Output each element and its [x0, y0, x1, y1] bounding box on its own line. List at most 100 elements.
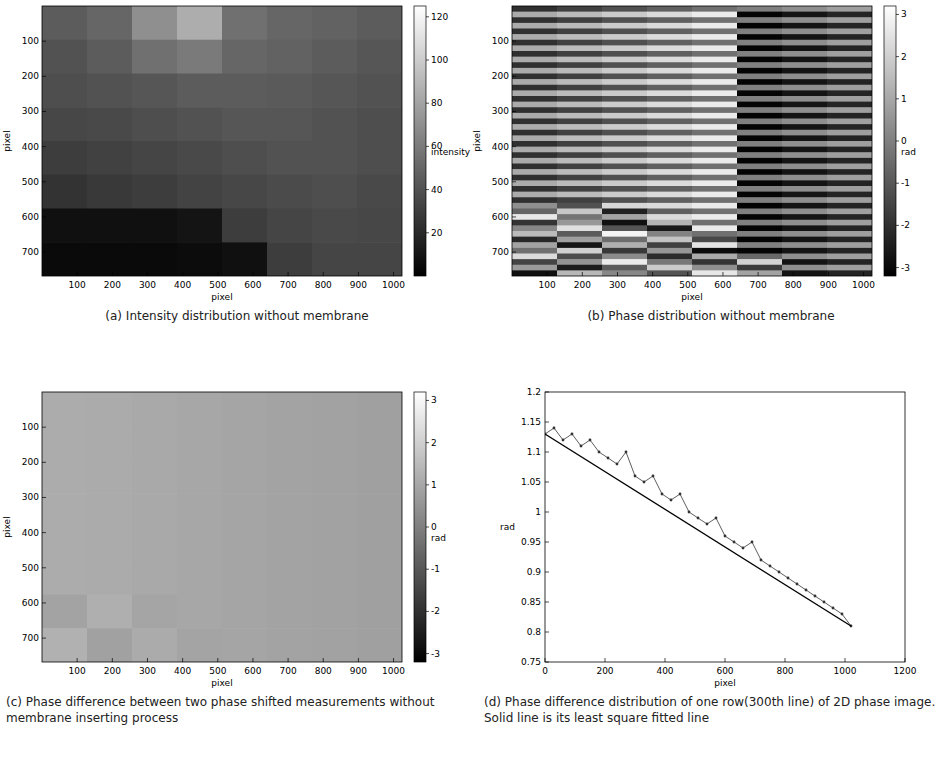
cell — [782, 40, 828, 46]
colorbar-tick-label: 40 — [431, 185, 443, 195]
y-axis-title: pixel — [472, 130, 482, 151]
cell — [602, 231, 648, 237]
cell — [782, 192, 828, 198]
x-tick-label: 900 — [350, 666, 367, 676]
cell — [177, 392, 223, 426]
y-tick-label: 700 — [492, 247, 509, 257]
y-tick — [545, 602, 549, 603]
cell — [737, 51, 783, 57]
caption: (b) Phase distribution without membrane — [478, 308, 944, 324]
cell — [557, 164, 603, 170]
cell — [602, 90, 648, 96]
cell — [647, 51, 693, 57]
x-tick — [725, 658, 726, 662]
cell — [312, 6, 358, 40]
cell — [132, 175, 178, 209]
cell — [512, 6, 558, 12]
cell — [692, 135, 738, 141]
cell — [782, 175, 828, 181]
y-tick — [42, 532, 46, 533]
x-tick-label: 600 — [714, 280, 731, 290]
cell — [42, 426, 88, 460]
cell — [312, 242, 358, 276]
cell — [737, 130, 783, 136]
y-tick — [42, 427, 46, 428]
cell — [177, 595, 223, 629]
cell — [87, 460, 133, 494]
cell — [357, 561, 402, 595]
cell — [557, 197, 603, 203]
cell — [557, 248, 603, 254]
cell — [512, 152, 558, 158]
cell — [557, 23, 603, 29]
cell — [737, 29, 783, 35]
cell — [557, 107, 603, 113]
cell — [782, 62, 828, 68]
cell — [692, 175, 738, 181]
cell — [357, 242, 402, 276]
y-tick-label: 100 — [492, 36, 509, 46]
cell — [827, 96, 872, 102]
cell — [312, 561, 358, 595]
y-tick — [512, 111, 516, 112]
y-tick — [545, 542, 549, 543]
cell — [512, 34, 558, 40]
cell — [737, 147, 783, 153]
cell — [557, 40, 603, 46]
cell — [647, 130, 693, 136]
cell — [132, 561, 178, 595]
colorbar-tick — [426, 146, 429, 147]
y-tick-label: 1.05 — [521, 477, 541, 487]
cell — [557, 180, 603, 186]
cell — [647, 96, 693, 102]
cell — [692, 186, 738, 192]
cell — [557, 6, 603, 12]
colorbar-tick-label: 80 — [431, 98, 443, 108]
x-tick — [147, 658, 148, 662]
cell — [647, 107, 693, 113]
cell — [512, 270, 558, 276]
cell — [737, 254, 783, 260]
cell — [692, 51, 738, 57]
cell — [512, 231, 558, 237]
y-tick — [42, 252, 46, 253]
y-tick — [512, 41, 516, 42]
cell — [557, 147, 603, 153]
cell — [557, 130, 603, 136]
cell — [647, 85, 693, 91]
cell — [512, 23, 558, 29]
colorbar-tick-label: -2 — [431, 606, 440, 616]
x-tick — [77, 658, 78, 662]
cell — [647, 113, 693, 119]
cell — [512, 74, 558, 80]
cell — [782, 29, 828, 35]
x-tick — [252, 658, 253, 662]
cell — [782, 17, 828, 23]
cell — [692, 85, 738, 91]
cell — [782, 96, 828, 102]
data-point — [634, 475, 637, 478]
cell — [692, 124, 738, 130]
cell — [42, 561, 88, 595]
cell — [782, 254, 828, 260]
cell — [132, 141, 178, 175]
cell — [737, 186, 783, 192]
x-tick — [652, 272, 653, 276]
cells — [512, 6, 872, 276]
cell — [557, 113, 603, 119]
x-tick-label: 600 — [716, 666, 733, 676]
cell — [782, 164, 828, 170]
cell — [87, 175, 133, 209]
x-tick-label: 500 — [679, 280, 696, 290]
cell — [782, 102, 828, 108]
cell — [692, 68, 738, 74]
cell — [357, 527, 402, 561]
x-tick — [252, 272, 253, 276]
cell — [737, 169, 783, 175]
cell — [87, 628, 133, 662]
y-tick — [545, 452, 549, 453]
series-line — [545, 428, 851, 626]
cell — [177, 628, 223, 662]
cell — [692, 96, 738, 102]
cell — [692, 130, 738, 136]
